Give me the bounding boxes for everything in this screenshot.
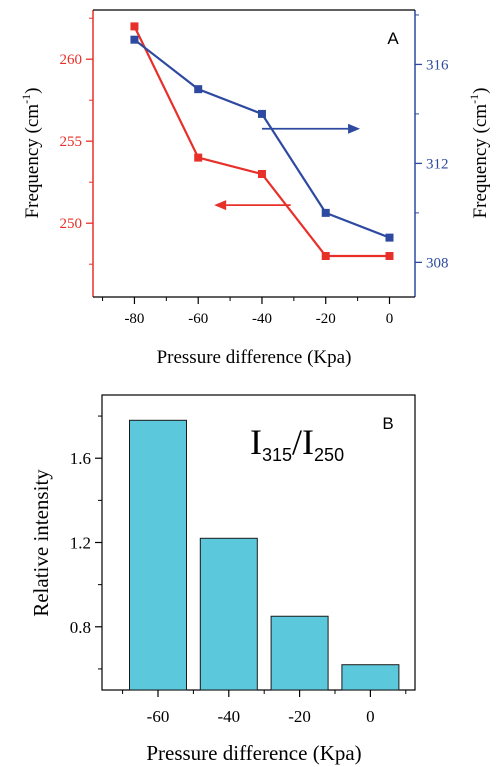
ratio-sub1: 315 [262, 445, 292, 465]
panel-a-point-left [385, 252, 394, 260]
ratio-slash: /I [292, 422, 314, 462]
panel-a-point-left [321, 252, 330, 260]
panel-a-arrowhead-right [348, 123, 361, 134]
panel-b-x-tick-label: -60 [147, 707, 170, 726]
panel-a-right-axis-label: Frequency (cm-1) [467, 88, 491, 219]
panel-a-label: A [387, 29, 399, 48]
panel-b-bar [341, 664, 400, 691]
panel-b-bar [129, 419, 187, 691]
panel-b-y-tick-label: 1.2 [70, 534, 91, 553]
panel-a-series-line-left [133, 25, 390, 258]
panel-b-x-tick-label: 0 [366, 707, 375, 726]
panel-b-bars [129, 419, 400, 691]
panel-a-point-right [321, 208, 330, 217]
panel-a-left-axis-label: Frequency (cm-1) [19, 88, 43, 219]
panel-b: -60 -40 -20 0 0.8 1.2 1.6 B I315/I250 Pressur… [29, 394, 416, 765]
panel-a-x-ticks: -80 -60 -40 -20 0 [102, 297, 394, 327]
panel-a-series [130, 22, 394, 260]
panel-a-left-ticks: 250 255 260 [60, 17, 93, 265]
panel-b-bar [270, 615, 329, 691]
panel-a-arrowhead-left [214, 200, 227, 211]
panel-a-x-tick-label: 0 [386, 311, 394, 327]
panel-b-x-tick-label: -20 [288, 707, 311, 726]
left-label-unit: -1 [19, 94, 33, 104]
panel-a-right-ticks: 308 312 316 [415, 14, 449, 271]
right-label-text: Frequency (cm [470, 104, 491, 219]
panel-a-point-right [194, 85, 203, 94]
panel-a-x-tick-label: -20 [316, 311, 336, 327]
right-label-close: ) [470, 88, 491, 94]
ratio-sub2: 250 [314, 445, 344, 465]
panel-a: -80 -60 -40 -20 0 250 255 260 308 312 316 A Pres… [19, 9, 491, 368]
panel-b-ratio-annotation: I315/I250 [250, 422, 344, 465]
panel-b-x-ticks: -60 -40 -20 0 [122, 690, 407, 726]
panel-a-point-right [257, 109, 266, 118]
ratio-main: I [250, 422, 262, 462]
panel-a-right-tick-label: 308 [426, 255, 449, 271]
panel-b-y-axis-label: Relative intensity [29, 469, 53, 617]
panel-a-series-line-right [133, 38, 390, 239]
panel-a-left-tick-label: 260 [60, 52, 83, 68]
panel-b-y-tick-label: 1.6 [70, 449, 91, 468]
panel-b-label: B [382, 414, 393, 433]
panel-b-x-axis-label: Pressure difference (Kpa) [146, 741, 361, 765]
panel-a-left-tick-label: 255 [60, 134, 83, 150]
panel-a-point-right [130, 35, 139, 44]
panel-a-point-left [130, 22, 139, 31]
right-label-unit: -1 [467, 94, 481, 104]
panel-a-point-left [194, 153, 203, 162]
panel-a-right-tick-label: 312 [426, 156, 449, 172]
panel-a-x-tick-label: -40 [252, 311, 272, 327]
panel-a-x-tick-label: -80 [124, 311, 144, 327]
panel-a-x-tick-label: -60 [188, 311, 208, 327]
panel-b-y-ticks: 0.8 1.2 1.6 [70, 415, 102, 670]
panel-b-y-tick-label: 0.8 [70, 618, 91, 637]
panel-a-point-left [257, 170, 266, 178]
panel-b-x-tick-label: -40 [217, 707, 240, 726]
left-label-text: Frequency (cm [22, 104, 43, 219]
left-label-close: ) [22, 88, 43, 94]
panel-a-x-axis-label: Pressure difference (Kpa) [157, 347, 352, 368]
panel-a-left-tick-label: 250 [60, 216, 83, 232]
panel-a-right-tick-label: 316 [426, 57, 449, 73]
panel-a-arrows [214, 123, 361, 211]
panel-b-bar [199, 537, 258, 691]
panel-a-point-right [385, 233, 394, 242]
